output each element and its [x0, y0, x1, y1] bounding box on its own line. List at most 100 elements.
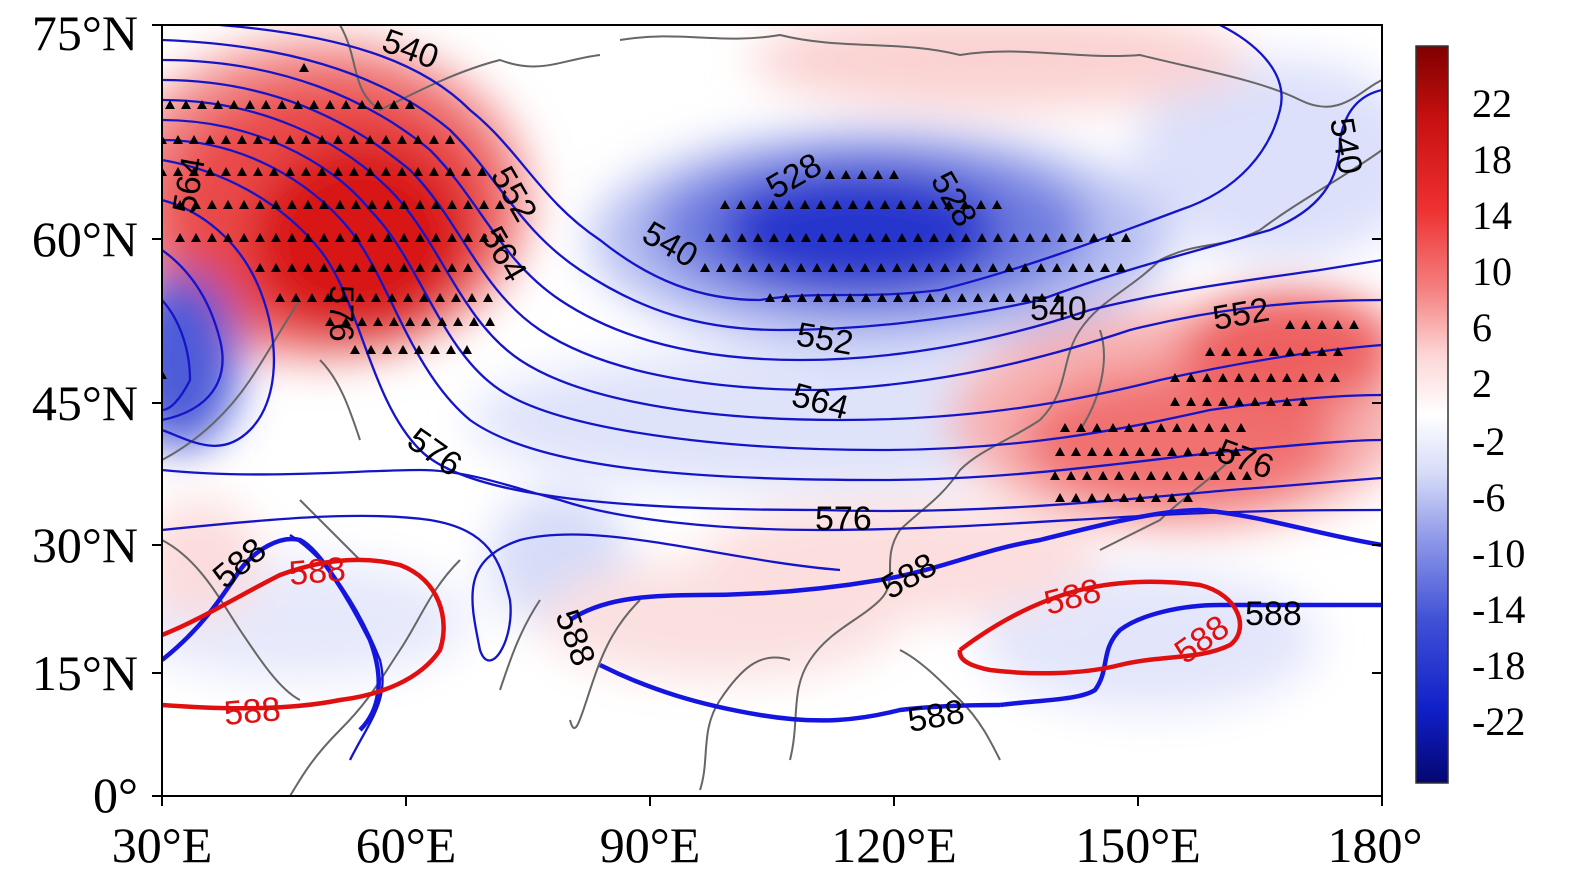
significance-marker	[1082, 471, 1092, 480]
significance-marker	[860, 263, 870, 272]
significance-marker	[816, 200, 826, 209]
significance-marker	[431, 233, 441, 242]
significance-marker	[207, 233, 217, 242]
y-tick-label: 30°N	[32, 517, 138, 573]
significance-marker	[1066, 471, 1076, 480]
significance-marker	[399, 263, 409, 272]
significance-marker	[1170, 373, 1180, 382]
significance-marker	[1114, 471, 1124, 480]
significance-marker	[1301, 347, 1311, 356]
significance-marker	[333, 135, 343, 144]
significance-marker	[1282, 397, 1292, 406]
significance-marker	[908, 263, 918, 272]
significance-marker	[1220, 423, 1230, 432]
significance-marker	[992, 200, 1002, 209]
significance-marker	[893, 293, 903, 302]
significance-marker	[1242, 471, 1252, 480]
significance-marker	[495, 200, 505, 209]
significance-marker	[189, 167, 199, 176]
significance-marker	[223, 200, 233, 209]
significance-marker	[1057, 233, 1067, 242]
significance-marker	[1119, 493, 1129, 502]
significance-marker	[1250, 373, 1260, 382]
significance-marker	[205, 167, 215, 176]
significance-marker	[845, 293, 855, 302]
significance-marker	[796, 263, 806, 272]
contour-label-red: 588	[222, 690, 282, 733]
significance-marker	[1226, 471, 1236, 480]
colorbar-label: -10	[1472, 531, 1525, 576]
significance-marker	[956, 263, 966, 272]
significance-marker	[825, 170, 835, 179]
significance-marker	[387, 293, 397, 302]
significance-marker	[1050, 471, 1060, 480]
significance-marker	[877, 293, 887, 302]
significance-marker	[1071, 447, 1081, 456]
colorbar: 22 18 14 10 6 2 -2 -6 -10 -14 -18 -22	[1415, 45, 1525, 784]
significance-marker	[993, 233, 1003, 242]
significance-marker	[414, 345, 424, 354]
significance-marker	[477, 167, 487, 176]
significance-marker	[977, 233, 987, 242]
significance-marker	[1151, 493, 1161, 502]
significance-marker	[275, 293, 285, 302]
significance-marker	[720, 200, 730, 209]
significance-marker	[373, 100, 383, 109]
significance-marker	[876, 263, 886, 272]
significance-marker	[960, 200, 970, 209]
colorbar-label: 14	[1472, 193, 1512, 238]
significance-marker	[323, 293, 333, 302]
significance-marker	[748, 263, 758, 272]
significance-marker	[309, 100, 319, 109]
significance-marker	[973, 293, 983, 302]
colorbar-gradient	[1415, 45, 1449, 784]
significance-marker	[365, 167, 375, 176]
significance-marker	[857, 170, 867, 179]
significance-marker	[357, 100, 367, 109]
significance-marker	[976, 200, 986, 209]
anomaly-shading	[162, 25, 1382, 796]
significance-marker	[413, 167, 423, 176]
significance-marker	[162, 370, 167, 379]
axis-ticks	[152, 24, 1383, 806]
significance-marker	[223, 233, 233, 242]
significance-marker	[285, 135, 295, 144]
colorbar-label: 2	[1472, 361, 1492, 406]
significance-marker	[1210, 471, 1220, 480]
significance-marker	[399, 233, 409, 242]
significance-marker	[239, 200, 249, 209]
significance-marker	[1221, 347, 1231, 356]
significance-marker	[941, 293, 951, 302]
significance-marker	[405, 317, 415, 326]
significance-marker	[752, 200, 762, 209]
significance-marker	[271, 200, 281, 209]
significance-marker	[213, 100, 223, 109]
significance-marker	[351, 263, 361, 272]
significance-marker	[351, 200, 361, 209]
significance-marker	[1231, 447, 1241, 456]
significance-marker	[1087, 447, 1097, 456]
significance-marker	[1124, 423, 1134, 432]
significance-marker	[972, 263, 982, 272]
significance-marker	[419, 293, 429, 302]
significance-marker	[1285, 320, 1295, 329]
significance-marker	[319, 200, 329, 209]
significance-marker	[1202, 373, 1212, 382]
significance-marker	[483, 293, 493, 302]
significance-marker	[237, 167, 247, 176]
significance-marker	[1084, 263, 1094, 272]
x-tick-label: 60°E	[356, 817, 457, 873]
significance-marker	[333, 167, 343, 176]
significance-marker	[1087, 493, 1097, 502]
x-tick-label: 30°E	[112, 817, 213, 873]
significance-marker	[367, 233, 377, 242]
significance-marker	[945, 233, 955, 242]
significance-marker	[1266, 397, 1276, 406]
significance-marker	[873, 170, 883, 179]
significance-marker	[421, 317, 431, 326]
significance-marker	[1234, 373, 1244, 382]
significance-marker	[319, 263, 329, 272]
blue-contours	[162, 25, 1382, 761]
significance-marker	[1092, 423, 1102, 432]
significance-marker	[801, 233, 811, 242]
